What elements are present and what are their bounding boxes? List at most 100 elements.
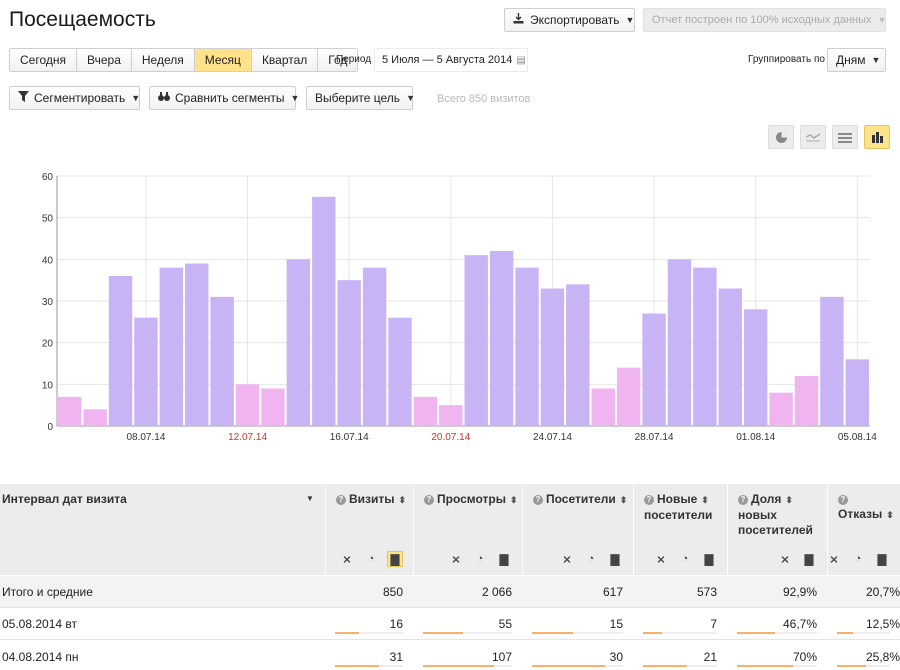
column-header-label: ? Новые ⬍ посетители [644,492,712,523]
date-range-picker[interactable]: 5 Июля — 5 Августа 2014 ▤ [374,48,528,72]
chart-type-switcher [768,125,890,149]
sort-icon[interactable]: ⬍ [619,495,628,505]
chart-bar [286,259,311,426]
bar-chart-icon[interactable]: ▇ [804,553,814,566]
table-row-total: Итого и средние 850 2 066 617 573 92,9% … [0,576,900,608]
line-chart-icon[interactable] [800,125,826,149]
area-chart-icon[interactable] [832,125,858,149]
sort-icon[interactable]: ⬍ [886,510,894,520]
chart-bar [489,251,514,426]
chart-bar [845,359,869,426]
cell-visitors: 617 [602,585,623,599]
dimension-header[interactable]: Интервал дат визита ▼ [0,484,325,575]
help-icon[interactable]: ? [644,495,654,505]
column-header-bounce[interactable]: ? Отказы ⬍ ⨯ ◔ ▇ [827,484,900,575]
remove-icon[interactable]: ⨯ [829,553,839,566]
help-icon[interactable]: ? [336,495,346,505]
column-header-text: посетители [644,508,713,522]
table-row[interactable]: 04.08.2014 пн 31 107 30 21 70% 25,8% [0,641,900,670]
x-tick-label: 08.07.14 [126,432,165,443]
column-header-text: Отказы [838,507,883,521]
compare-icon[interactable]: ◔ [367,553,375,565]
column-header-label: ? Отказы ⬍ [838,492,900,523]
column-header-new-visitors[interactable]: ? Новые ⬍ посетители ⨯ ◔ ▇ [633,484,727,575]
cell-bounce: 25,8% [827,641,900,670]
bar-chart-icon[interactable]: ▇ [704,553,714,566]
cell-value: 7 [710,617,717,631]
cell-bounce: 20,7% [865,585,900,599]
remove-icon[interactable]: ⨯ [451,553,461,566]
total-visits-text: Всего 850 визитов [437,93,531,105]
chart-bar [667,259,692,426]
download-icon [513,13,524,27]
compare-label: Сравнить сегменты [175,91,285,105]
chevron-down-icon: ▼ [625,15,635,25]
column-header-visitors[interactable]: ? Посетители ⬍ ⨯ ◔ ▇ [522,484,633,575]
pie-chart-icon[interactable] [768,125,794,149]
cell-new-visitors: 573 [696,585,717,599]
help-icon[interactable]: ? [424,495,434,505]
period-month-button[interactable]: Месяц [194,49,252,71]
compare-icon[interactable]: ◔ [854,553,862,565]
period-today-button[interactable]: Сегодня [10,49,77,71]
remove-icon[interactable]: ⨯ [656,553,666,566]
compare-icon [158,91,170,105]
cell-value: 15 [609,617,623,631]
chart-bar [134,317,158,426]
bar-chart-icon[interactable]: ▇ [499,553,509,566]
bar-chart-icon[interactable]: ▇ [387,551,403,567]
column-header-visits[interactable]: ? Визиты ⬍ ⨯ ◔ ▇ [325,484,413,575]
period-yesterday-button[interactable]: Вчера [77,49,132,71]
sort-icon[interactable]: ⬍ [701,495,709,505]
chart-bar [83,409,107,426]
help-icon[interactable]: ? [533,495,543,505]
filter-icon [18,91,29,105]
period-year-button[interactable]: Год [318,49,358,71]
export-button[interactable]: Экспортировать ▼ [504,8,635,32]
bar-chart-icon[interactable]: ▇ [610,553,620,566]
sort-icon[interactable]: ⬍ [785,495,793,505]
share-bar-track [335,632,403,634]
period-week-button[interactable]: Неделя [131,49,195,71]
compare-icon[interactable]: ◔ [681,553,689,565]
table-row[interactable]: 05.08.2014 вт 16 55 15 7 46,7% 12,5% [0,608,900,640]
y-tick-label: 0 [47,422,53,433]
chevron-down-icon: ▼ [877,15,887,25]
visits-bar-chart: 0 10 20 30 40 50 60 08.07.14 12.07.14 16.07.14 20.… [42,172,877,443]
goal-select[interactable]: Выберите цель ▼ [306,86,415,110]
compare-segments-button[interactable]: Сравнить сегменты ▼ [149,86,299,110]
help-icon[interactable]: ? [738,495,748,505]
help-icon[interactable]: ? [838,495,848,505]
share-bar [737,632,775,634]
sort-icon[interactable]: ⬍ [510,495,518,505]
chart-bar [464,255,488,426]
grouping-select[interactable]: Дням ▼ [827,48,886,72]
segment-button[interactable]: Сегментировать ▼ [9,86,140,110]
row-label: 04.08.2014 пн [2,650,79,664]
goal-label: Выберите цель [315,91,401,105]
chart-bar [591,388,615,426]
bar-chart-icon[interactable] [864,125,890,149]
cell-value: 12,5% [865,617,900,631]
column-header-label: ? Посетители ⬍ [533,492,627,508]
share-bar [423,665,494,667]
compare-icon[interactable]: ◔ [587,553,595,565]
cell-value: 16 [389,617,403,631]
sort-icon[interactable]: ⬍ [398,495,407,505]
chart-bar [769,392,793,426]
share-bar-track [423,632,512,634]
chevron-down-icon: ▼ [406,93,415,103]
cell-value: 107 [491,650,512,664]
compare-icon[interactable]: ◔ [476,553,484,565]
bar-chart-icon[interactable]: ▇ [877,553,887,566]
remove-icon[interactable]: ⨯ [342,553,352,566]
column-header-new-share[interactable]: ? Доля ⬍ новых посетителей ⨯ ▇ [727,484,827,575]
chart-bar [718,288,742,426]
period-quarter-button[interactable]: Квартал [251,49,319,71]
cell-visits: 16 [325,608,413,640]
x-tick-label: 20.07.14 [431,432,470,443]
column-header-views[interactable]: ? Просмотры ⬍ ⨯ ◔ ▇ [413,484,522,575]
remove-icon[interactable]: ⨯ [780,553,790,566]
remove-icon[interactable]: ⨯ [562,553,572,566]
cell-value: 31 [389,650,403,664]
